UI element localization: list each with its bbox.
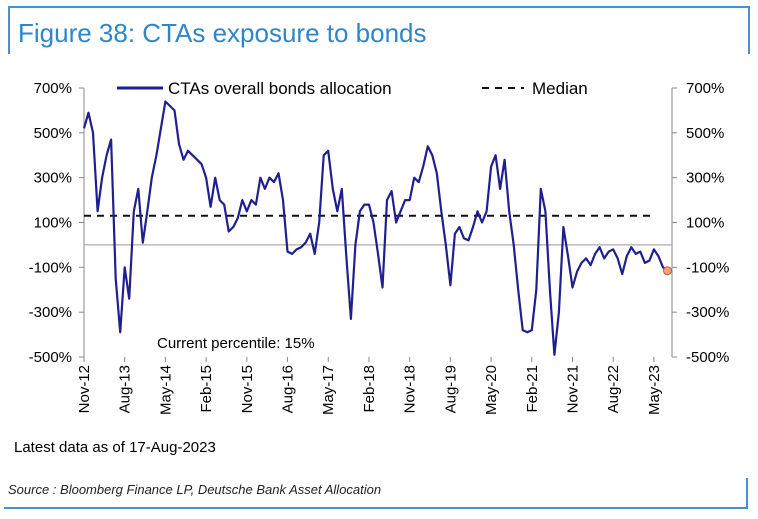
y-tick-label-right: 300% xyxy=(686,170,724,187)
legend-label-median: Median xyxy=(532,79,588,98)
x-tick-label: Aug-16 xyxy=(280,365,297,413)
y-tick-label-left: 500% xyxy=(34,125,72,142)
x-tick-label: May-17 xyxy=(320,365,337,415)
legend-label-series: CTAs overall bonds allocation xyxy=(168,79,392,98)
x-tick-label: Nov-21 xyxy=(564,365,581,413)
y-tick-label-left: -300% xyxy=(29,304,72,321)
x-tick-label: May-23 xyxy=(646,365,663,415)
y-tick-label-left: 700% xyxy=(34,80,72,97)
x-tick-label: May-14 xyxy=(157,365,174,415)
y-tick-label-right: -300% xyxy=(686,304,729,321)
y-tick-label-left: 100% xyxy=(34,215,72,232)
x-tick-label: Aug-22 xyxy=(605,365,622,413)
x-tick-label: Nov-15 xyxy=(239,365,256,413)
y-tick-label-right: 500% xyxy=(686,125,724,142)
x-tick-label: Nov-12 xyxy=(76,365,93,413)
x-tick-label: May-20 xyxy=(483,365,500,415)
y-tick-label-right: -500% xyxy=(686,349,729,366)
y-tick-label-left: 300% xyxy=(34,170,72,187)
y-tick-label-left: -100% xyxy=(29,259,72,276)
chart-annotation: Current percentile: 15% xyxy=(157,335,315,352)
title-frame xyxy=(8,6,750,54)
x-tick-label: Feb-21 xyxy=(524,365,541,413)
y-tick-label-left: -500% xyxy=(29,349,72,366)
x-tick-label: Feb-18 xyxy=(361,365,378,413)
data-date-note: Latest data as of 17-Aug-2023 xyxy=(14,439,216,456)
x-tick-label: Nov-18 xyxy=(402,365,419,413)
last-data-point xyxy=(662,266,672,276)
series-line-ctas-bonds xyxy=(82,100,669,356)
x-tick-label: Aug-13 xyxy=(117,365,134,413)
y-tick-label-right: -100% xyxy=(686,259,729,276)
right-rule xyxy=(746,478,748,509)
y-tick-label-right: 100% xyxy=(686,215,724,232)
bottom-rule xyxy=(4,507,748,509)
figure-title: Figure 38: CTAs exposure to bonds xyxy=(18,18,427,48)
source-note: Source : Bloomberg Finance LP, Deutsche … xyxy=(8,482,382,497)
x-tick-label: Aug-19 xyxy=(442,365,459,413)
y-tick-label-right: 700% xyxy=(686,80,724,97)
x-tick-label: Feb-15 xyxy=(198,365,215,413)
